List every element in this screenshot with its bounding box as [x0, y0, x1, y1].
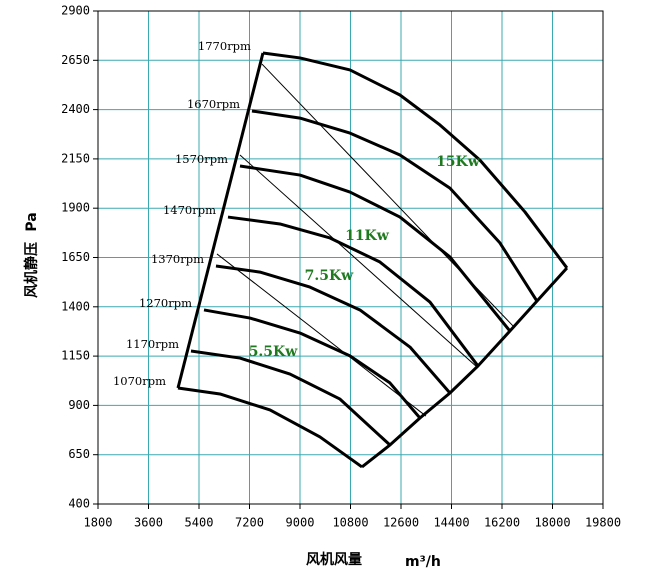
- rpm-curve: [251, 109, 539, 302]
- y-tick-label: 1650: [61, 250, 90, 264]
- rpm-label: 1370rpm: [151, 252, 204, 266]
- y-tick-label: 650: [68, 447, 90, 461]
- y-tick-label: 1400: [61, 299, 90, 313]
- x-tick-label: 1800: [84, 516, 113, 530]
- rpm-curve: [239, 164, 512, 332]
- x-tick-label: 12600: [383, 516, 419, 530]
- y-tick-label: 900: [68, 398, 90, 412]
- power-label: 7.5Kw: [305, 268, 355, 284]
- rpm-label: 1070rpm: [113, 374, 166, 388]
- x-tick-label: 3600: [134, 516, 163, 530]
- rpm-curve: [215, 264, 452, 394]
- y-tick-label: 1150: [61, 349, 90, 363]
- rpm-curve: [227, 215, 480, 367]
- x-tick-label: 10800: [332, 516, 368, 530]
- y-tick-label: 2400: [61, 102, 90, 116]
- rpm-label: 1470rpm: [163, 203, 216, 217]
- power-line: [239, 154, 479, 369]
- x-tick-label: 14400: [433, 516, 469, 530]
- y-tick-label: 400: [68, 497, 90, 511]
- y-axis-unit: Pa: [24, 212, 40, 231]
- x-axis-title: 风机风量: [306, 551, 362, 568]
- x-tick-label: 7200: [235, 516, 264, 530]
- envelope: [176, 52, 265, 389]
- x-tick-label: 19800: [585, 516, 621, 530]
- rpm-curve: [203, 308, 422, 419]
- plot-frame: [97, 10, 604, 505]
- rpm-label: 1570rpm: [175, 152, 228, 166]
- rpm-label: 1670rpm: [187, 97, 240, 111]
- power-label: 15Kw: [436, 154, 481, 170]
- envelope: [361, 266, 569, 469]
- rpm-label: 1270rpm: [139, 296, 192, 310]
- x-tick-label: 9000: [286, 516, 315, 530]
- y-tick-label: 2900: [61, 4, 90, 18]
- x-tick-label: 5400: [185, 516, 214, 530]
- y-tick-label: 1900: [61, 201, 90, 215]
- x-axis-unit: m³/h: [405, 554, 441, 570]
- rpm-curve: [177, 386, 363, 469]
- power-label: 11Kw: [345, 228, 390, 244]
- rpm-curve: [190, 349, 391, 447]
- x-tick-label: 16200: [484, 516, 520, 530]
- y-tick-label: 2150: [61, 151, 90, 165]
- rpm-curve: [262, 51, 569, 269]
- y-tick-label: 2650: [61, 53, 90, 67]
- power-label: 5.5Kw: [249, 344, 299, 360]
- rpm-label: 1170rpm: [126, 337, 179, 351]
- y-axis-title: 风机静压: [23, 242, 40, 298]
- x-tick-label: 18000: [534, 516, 570, 530]
- power-line: [216, 253, 427, 417]
- rpm-label: 1770rpm: [198, 39, 251, 53]
